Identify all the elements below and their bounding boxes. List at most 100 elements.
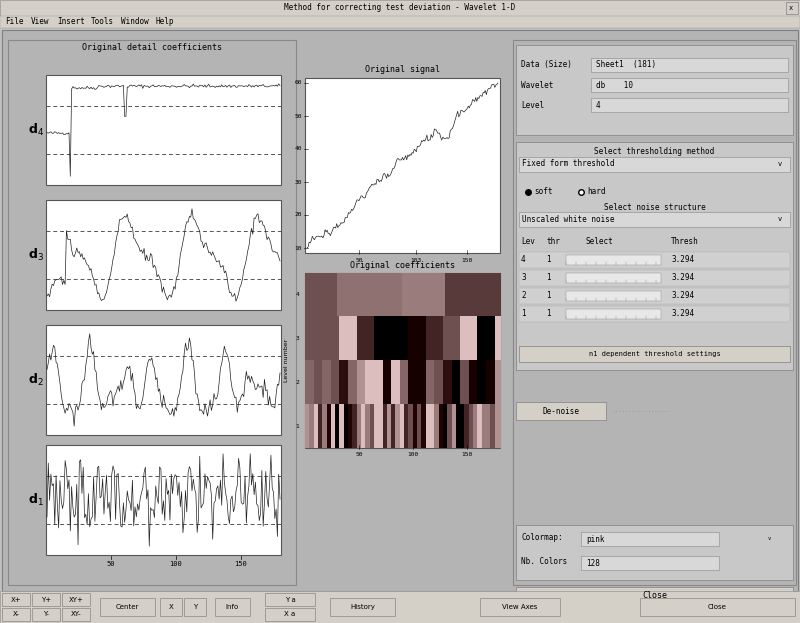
Bar	[392, 404, 394, 448]
Text: 1: 1	[546, 292, 550, 300]
Bar	[390, 272, 392, 316]
Bar	[382, 404, 383, 448]
Bar	[475, 404, 477, 448]
Bar	[494, 272, 495, 316]
Bar	[32, 593, 60, 606]
Text: Select thresholding method: Select thresholding method	[594, 148, 714, 156]
Bar	[459, 316, 461, 361]
Bar	[482, 316, 483, 361]
Bar	[466, 404, 468, 448]
Bar	[402, 360, 403, 404]
Bar	[438, 360, 439, 404]
Bar	[471, 316, 473, 361]
Bar	[465, 316, 466, 361]
Bar	[398, 404, 400, 448]
Bar	[457, 360, 458, 404]
Bar	[382, 316, 384, 361]
Bar	[354, 404, 356, 448]
Bar	[314, 360, 315, 404]
Bar	[385, 360, 386, 404]
Text: 2: 2	[295, 380, 299, 385]
Bar	[499, 360, 501, 404]
Bar	[786, 2, 798, 14]
Bar	[377, 316, 378, 361]
Bar	[377, 360, 378, 404]
Bar	[322, 360, 324, 404]
Bar	[319, 316, 321, 361]
Bar	[317, 360, 318, 404]
Bar	[391, 404, 393, 448]
Text: 150: 150	[461, 257, 472, 262]
Bar	[409, 316, 410, 361]
Bar	[478, 404, 479, 448]
Bar	[62, 608, 90, 621]
Bar	[310, 272, 312, 316]
Bar	[418, 360, 420, 404]
Bar	[310, 272, 311, 316]
Bar	[367, 360, 369, 404]
Bar	[460, 404, 462, 448]
Text: 150: 150	[461, 452, 472, 457]
Bar	[215, 598, 250, 616]
Text: v: v	[768, 536, 771, 541]
Text: v: v	[778, 216, 782, 222]
Bar	[359, 272, 361, 316]
Bar	[430, 272, 431, 316]
Bar	[405, 316, 406, 361]
Bar	[349, 360, 350, 404]
Text: XY-: XY-	[70, 612, 82, 617]
Bar	[397, 360, 398, 404]
Bar	[403, 272, 405, 316]
Bar	[310, 404, 312, 448]
Bar	[184, 598, 206, 616]
Bar	[387, 316, 389, 361]
Bar	[485, 360, 486, 404]
Bar	[334, 404, 336, 448]
Bar	[494, 316, 496, 361]
Bar	[375, 272, 377, 316]
Bar	[339, 360, 341, 404]
Bar	[459, 272, 461, 316]
Bar	[454, 404, 456, 448]
Bar	[375, 316, 377, 361]
Bar	[447, 404, 449, 448]
Bar	[379, 316, 381, 361]
Bar	[438, 316, 439, 361]
Bar	[466, 316, 468, 361]
Bar	[513, 40, 796, 585]
Bar	[386, 272, 387, 316]
Bar	[370, 272, 371, 316]
Bar	[441, 316, 442, 361]
Bar	[469, 272, 470, 316]
Bar	[425, 360, 426, 404]
Bar	[379, 272, 381, 316]
Bar	[470, 360, 471, 404]
Bar	[326, 316, 328, 361]
Bar	[351, 360, 353, 404]
Bar	[426, 272, 427, 316]
Bar	[410, 316, 412, 361]
Bar	[357, 316, 358, 361]
Bar	[382, 316, 383, 361]
Bar	[474, 316, 476, 361]
Bar	[385, 404, 386, 448]
Bar	[519, 306, 790, 322]
Bar	[519, 212, 790, 227]
Text: 3.294: 3.294	[671, 255, 694, 265]
Text: Info: Info	[226, 604, 239, 610]
Bar	[0, 0, 800, 16]
Bar	[491, 404, 493, 448]
Text: v: v	[778, 161, 782, 167]
Bar	[475, 316, 477, 361]
Bar	[366, 360, 368, 404]
Bar	[473, 360, 474, 404]
Bar	[361, 404, 362, 448]
Bar	[100, 598, 155, 616]
Bar	[415, 404, 417, 448]
Bar	[431, 360, 433, 404]
Text: Sheet1  (181): Sheet1 (181)	[596, 60, 656, 70]
Bar	[369, 360, 370, 404]
Bar	[370, 404, 371, 448]
Bar	[466, 360, 467, 404]
Bar	[469, 404, 470, 448]
